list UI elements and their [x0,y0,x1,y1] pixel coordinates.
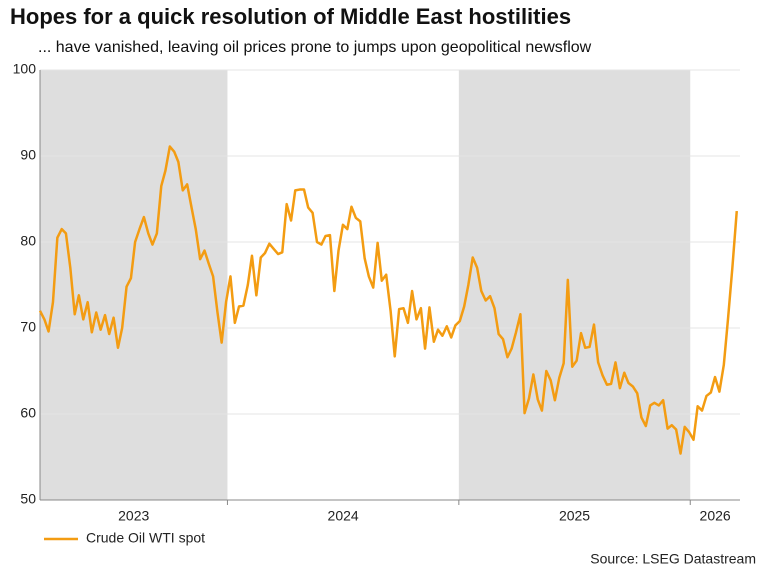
y-tick-label: 80 [20,233,36,249]
x-period-label: 2023 [118,508,149,524]
chart-title: Hopes for a quick resolution of Middle E… [10,4,571,29]
y-tick-label: 100 [13,61,37,77]
x-period-label: 2024 [328,508,359,524]
period-shade [40,70,228,500]
y-tick-label: 70 [20,319,36,335]
period-shade [458,70,691,500]
legend-label: Crude Oil WTI spot [86,530,205,546]
series-line [38,145,739,455]
chart-subtitle: ... have vanished, leaving oil prices pr… [38,39,592,56]
y-tick-label: 90 [20,147,36,163]
source: Source: LSEG Datastream [590,551,756,567]
x-period-label: 2025 [559,508,590,524]
x-period-label: 2026 [700,508,731,524]
y-tick-label: 60 [20,405,36,421]
y-tick-label: 50 [20,491,36,507]
